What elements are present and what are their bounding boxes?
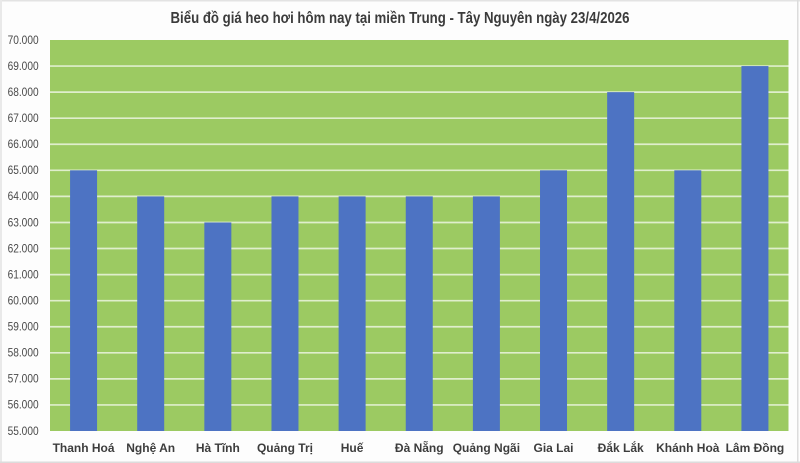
svg-text:Lâm Đồng: Lâm Đồng [726,441,785,455]
svg-text:60.000: 60.000 [8,293,39,307]
svg-text:70.000: 70.000 [8,33,39,47]
svg-text:Huế: Huế [341,441,364,455]
svg-text:64.000: 64.000 [8,189,39,203]
svg-text:Biểu đồ giá heo hơi hôm nay tạ: Biểu đồ giá heo hơi hôm nay tại miền Tru… [171,9,630,27]
svg-text:57.000: 57.000 [8,372,39,386]
svg-text:68.000: 68.000 [8,85,39,99]
svg-text:Thanh Hoá: Thanh Hoá [53,441,115,455]
svg-text:61.000: 61.000 [8,267,39,281]
svg-text:Quảng Trị: Quảng Trị [257,441,313,455]
svg-text:Hà Tĩnh: Hà Tĩnh [196,441,240,455]
svg-text:62.000: 62.000 [8,241,39,255]
svg-text:65.000: 65.000 [8,163,39,177]
svg-text:63.000: 63.000 [8,215,39,229]
svg-text:67.000: 67.000 [8,111,39,125]
svg-text:56.000: 56.000 [8,398,39,412]
svg-text:Quảng Ngãi: Quảng Ngãi [453,441,520,455]
svg-text:Gia Lai: Gia Lai [534,441,574,455]
svg-text:69.000: 69.000 [8,59,39,73]
svg-text:Đà Nẵng: Đà Nẵng [395,440,444,455]
svg-text:59.000: 59.000 [8,320,39,334]
svg-text:58.000: 58.000 [8,346,39,360]
svg-text:Khánh Hoà: Khánh Hoà [656,441,720,455]
svg-text:55.000: 55.000 [8,424,39,438]
svg-text:Đắk Lắk: Đắk Lắk [598,440,644,455]
svg-text:Nghệ An: Nghệ An [126,441,175,455]
svg-text:66.000: 66.000 [8,137,39,151]
